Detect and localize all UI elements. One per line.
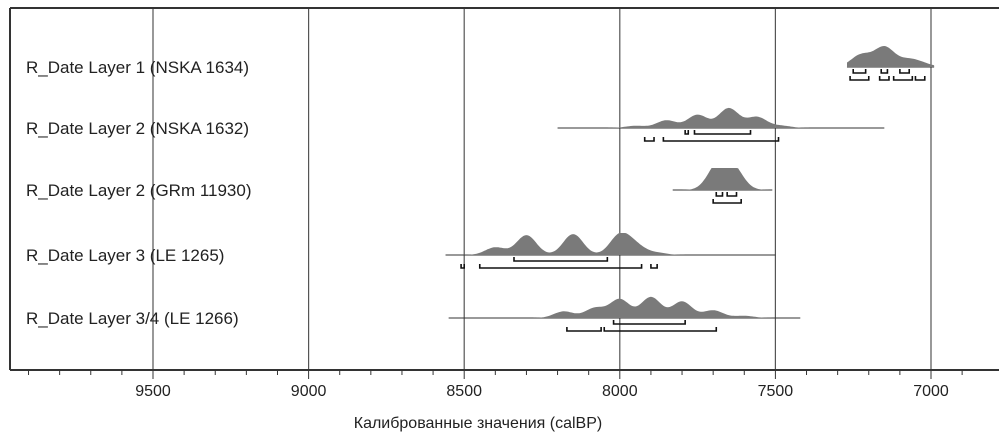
hpd-2sigma-bracket	[878, 76, 890, 81]
probability-distribution	[672, 168, 773, 190]
x-tick-label: 8000	[602, 383, 638, 400]
frame	[9, 7, 999, 371]
hpd-2sigma-bracket	[566, 327, 602, 332]
hpd-2sigma-bracket	[712, 199, 742, 204]
row-label: R_Date Layer 2 (NSKA 1632)	[26, 119, 249, 138]
hpd-2sigma-bracket	[478, 264, 643, 269]
x-tick-label: 7000	[913, 383, 949, 400]
x-tick-label: 8500	[446, 383, 482, 400]
hpd-1sigma-bracket	[612, 320, 686, 325]
x-axis-title: Калиброванные значения (calBP)	[354, 415, 602, 432]
row-label: R_Date Layer 2 (GRm 11930)	[26, 181, 252, 200]
probability-distribution	[448, 296, 801, 318]
hpd-1sigma-bracket	[684, 130, 690, 135]
hpd-2sigma-bracket	[650, 264, 658, 269]
hpd-1sigma-bracket	[693, 130, 752, 135]
row-label: R_Date Layer 3/4 (LE 1266)	[26, 309, 239, 328]
probability-distribution	[557, 107, 885, 128]
hpd-2sigma-bracket	[914, 76, 926, 81]
probability-distribution	[445, 233, 776, 255]
hpd-1sigma-bracket	[513, 257, 609, 262]
hpd-2sigma-bracket	[849, 76, 870, 81]
x-tick-label: 9000	[291, 383, 327, 400]
x-axis: 9500 9000 8500 8000 7500 7000	[28, 370, 963, 400]
hpd-2sigma-bracket	[643, 137, 655, 142]
x-tick-label: 9500	[135, 383, 171, 400]
row-label: R_Date Layer 1 (NSKA 1634)	[26, 58, 249, 77]
row-labels: R_Date Layer 1 (NSKA 1634) R_Date Layer 2…	[26, 58, 252, 328]
x-tick-label: 7500	[758, 383, 794, 400]
hpd-1sigma-bracket	[726, 192, 738, 197]
hpd-1sigma-bracket	[852, 69, 867, 74]
grid-layer	[152, 8, 932, 370]
hpd-2sigma-bracket	[892, 76, 914, 81]
hpd-1sigma-bracket	[715, 192, 724, 197]
probability-distribution	[847, 46, 935, 67]
hpd-1sigma-bracket	[880, 69, 889, 74]
hpd-2sigma-bracket	[603, 327, 718, 332]
hpd-2sigma-bracket	[460, 264, 465, 269]
hpd-1sigma-bracket	[899, 69, 911, 74]
row-label: R_Date Layer 3 (LE 1265)	[26, 246, 224, 265]
distributions-layer	[445, 46, 935, 332]
hpd-2sigma-bracket	[662, 137, 780, 142]
